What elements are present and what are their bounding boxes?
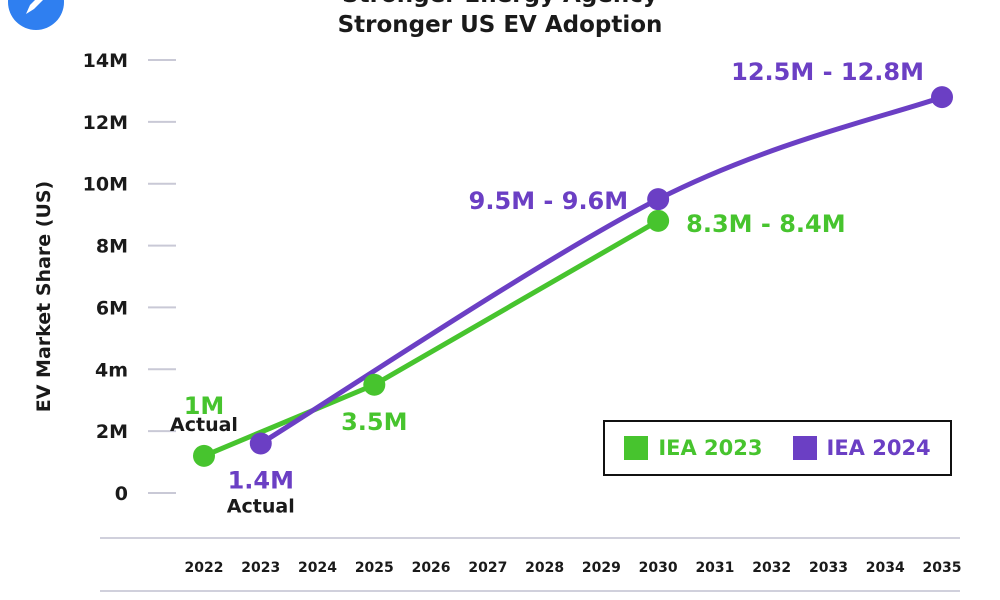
pen-badge-icon [8, 0, 64, 30]
y-tick-label: 2M [96, 421, 128, 443]
x-tick-label: 2029 [582, 560, 621, 576]
legend-swatch [624, 436, 649, 460]
axis-layer: EV Market Share (US) 0 2M 4m 6M 8M 10M 12M 14M 20… [33, 50, 962, 592]
data-point-1 [647, 188, 670, 211]
data-label: 8.3M - 8.4M [686, 210, 845, 238]
data-label-sub: Actual [227, 496, 295, 518]
logo-pen [26, 0, 43, 14]
x-tick-label: 2026 [412, 560, 451, 576]
data-point-1 [931, 86, 953, 109]
x-tick-label: 2023 [241, 560, 280, 576]
series-line-1 [258, 94, 945, 447]
legend: IEA 2023 IEA 2024 [603, 420, 952, 476]
y-tick-label: 6M [96, 297, 128, 319]
data-point-0 [363, 373, 386, 396]
x-tick-label: 2035 [923, 560, 962, 576]
data-point-0 [193, 444, 215, 467]
y-tick-label: 4m [95, 359, 128, 381]
data-label: 3.5M [341, 408, 407, 436]
y-axis-label: EV Market Share (US) [33, 181, 55, 413]
y-tick-label: 0 [115, 483, 128, 505]
y-tick-label: 12M [83, 112, 128, 134]
data-label-sub: Actual [170, 414, 238, 436]
chart-title: Stronger US EV Adoption [337, 12, 663, 38]
x-tick-label: 2030 [639, 560, 678, 576]
data-label: 1.4M [228, 467, 294, 495]
legend-entry-0: IEA 2023 [624, 436, 763, 460]
legend-label: IEA 2023 [658, 436, 763, 460]
x-tick-label: 2027 [468, 560, 507, 576]
legend-swatch [792, 436, 817, 460]
x-tick-label: 2024 [298, 560, 337, 576]
data-point-1 [249, 432, 272, 455]
x-tick-label: 2034 [866, 560, 905, 576]
data-label: 9.5M - 9.6M [469, 187, 628, 215]
y-tick-label: 14M [83, 50, 128, 72]
series-layer [193, 86, 953, 467]
y-tick-label: 10M [83, 174, 128, 196]
x-tick-label: 2031 [695, 560, 734, 576]
legend-entry-1: IEA 2024 [792, 436, 931, 460]
x-tick-label: 2032 [752, 560, 791, 576]
legend-label: IEA 2024 [826, 436, 931, 460]
y-tick-label: 8M [96, 236, 128, 258]
data-label: 12.5M - 12.8M [731, 58, 924, 86]
data-point-0 [647, 209, 670, 232]
data-label: 1M [184, 392, 225, 420]
chart-title-partial: Stronger Energy Agency [0, 0, 1000, 8]
logo-circle [8, 0, 64, 30]
x-tick-label: 2028 [525, 560, 564, 576]
x-tick-label: 2022 [185, 560, 224, 576]
x-tick-label: 2033 [809, 560, 848, 576]
series-line-0 [201, 218, 661, 459]
x-tick-label: 2025 [355, 560, 394, 576]
